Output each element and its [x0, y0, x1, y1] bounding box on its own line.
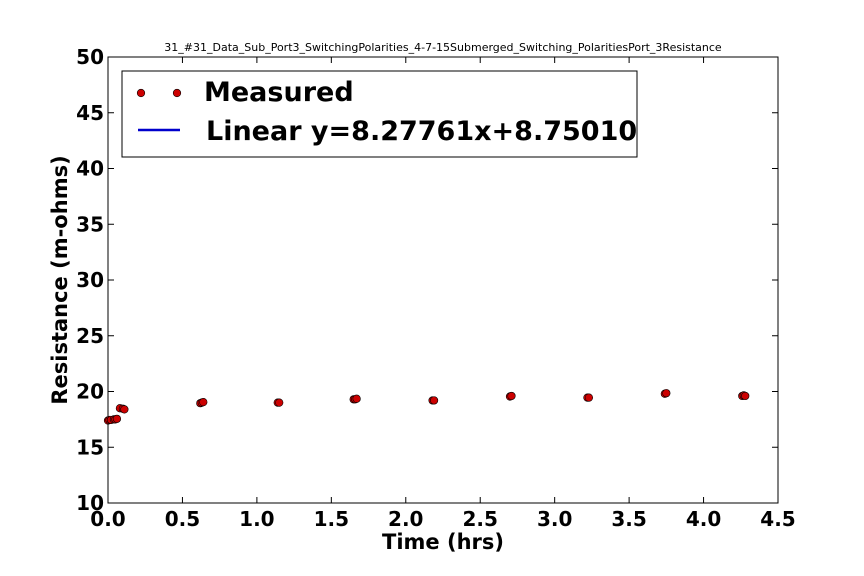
x-tick-label: 4.0	[686, 507, 721, 531]
x-tick-label: 2.0	[388, 507, 423, 531]
x-tick-label: 1.5	[314, 507, 349, 531]
y-tick-label: 25	[76, 324, 104, 348]
legend-frame	[121, 70, 638, 158]
y-tick-label: 20	[76, 380, 104, 404]
legend-label-linear: Linear y=8.27761x+8.75010	[206, 116, 637, 147]
y-tick-label: 40	[76, 157, 104, 181]
data-point	[112, 414, 122, 423]
y-tick-label: 10	[76, 491, 104, 515]
x-tick-label: 0.0	[90, 507, 125, 531]
data-point	[275, 398, 284, 407]
data-point	[507, 391, 516, 401]
data-points	[103, 389, 750, 425]
y-tick-labels: 10 15 20 25 30 35 40 45 50	[76, 45, 104, 515]
x-tick-label: 2.5	[463, 507, 498, 531]
axis-ticks	[107, 56, 779, 504]
data-point	[429, 396, 439, 405]
chart-title: 31_#31_Data_Sub_Port3_SwitchingPolaritie…	[164, 41, 722, 54]
y-axis-label: Resistance (m-ohms)	[48, 155, 72, 404]
y-tick-label: 45	[76, 101, 104, 125]
x-tick-label: 1.0	[239, 507, 274, 531]
x-tick-label: 3.0	[537, 507, 572, 531]
data-point	[199, 397, 208, 407]
x-tick-label: 4.5	[760, 507, 795, 531]
legend-label-measured: Measured	[204, 77, 354, 108]
legend-marker-measured	[172, 88, 182, 98]
y-tick-label: 15	[76, 435, 104, 459]
data-point	[120, 405, 129, 414]
legend-marker-measured	[136, 88, 146, 98]
y-tick-label: 30	[76, 268, 104, 292]
x-axis-label: Time (hrs)	[382, 530, 504, 554]
x-tick-label: 0.5	[165, 507, 200, 531]
x-tick-label: 3.5	[611, 507, 646, 531]
legend: Measured Linear y=8.27761x+8.75010	[121, 70, 638, 158]
data-point	[662, 389, 671, 398]
y-tick-label: 35	[76, 212, 104, 236]
data-point	[352, 394, 361, 403]
data-point	[741, 391, 750, 401]
y-tick-label: 50	[76, 45, 104, 69]
x-tick-labels: 0.0 0.5 1.0 1.5 2.0 2.5 3.0 3.5 4.0 4.5	[90, 507, 795, 531]
data-point	[584, 393, 594, 402]
